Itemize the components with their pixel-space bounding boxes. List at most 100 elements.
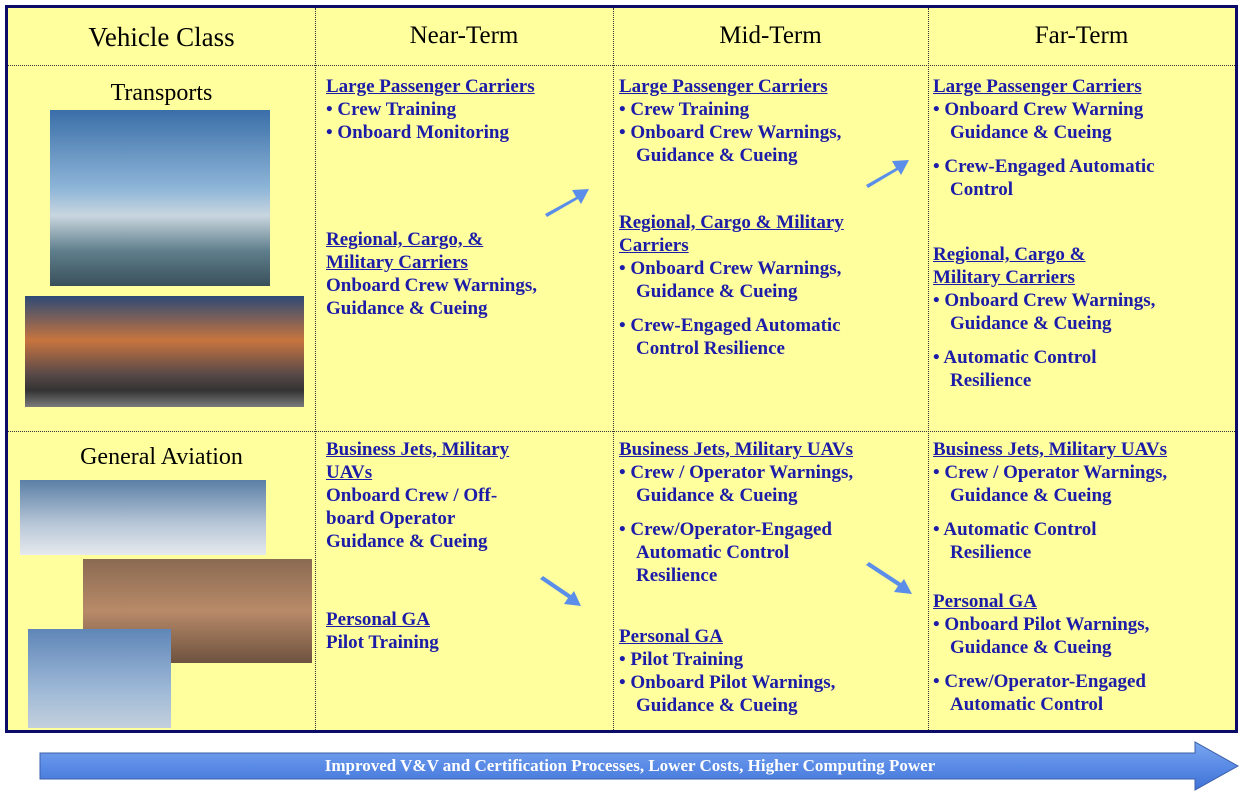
block-heading: Regional, Cargo &: [933, 244, 1086, 265]
small-arrow: [866, 160, 909, 188]
block-heading: Regional, Cargo, &: [326, 229, 484, 250]
table: Vehicle Class Near-Term Mid-Term Far-Term Tr…: [5, 5, 1238, 733]
item-line: Guidance & Cueing: [636, 145, 798, 166]
block-heading: Military Carriers: [933, 267, 1075, 288]
item-line: • Crew/Operator-Engaged: [933, 671, 1146, 692]
cell-block: Business Jets, Military UAVs • Crew / Ope…: [619, 438, 853, 587]
item-line: Onboard Crew / Off-: [326, 485, 498, 506]
item: Onboard Crew / Off-board Operator Guidanc…: [326, 484, 509, 553]
item: • Crew-Engaged Automatic Control: [933, 155, 1155, 201]
divider: [613, 8, 614, 730]
item-line: Guidance & Cueing: [950, 637, 1112, 658]
small-arrow: [545, 189, 589, 217]
block-heading: Large Passenger Carriers: [933, 76, 1142, 97]
cell-block: Business Jets, Military UAVs Onboard Crew …: [326, 438, 509, 553]
item-line: • Onboard Pilot Warnings,: [933, 614, 1150, 635]
item-line: • Onboard Crew Warnings,: [619, 122, 842, 143]
item-line: • Pilot Training: [619, 649, 744, 670]
item-line: • Automatic Control: [933, 519, 1097, 540]
item: • Pilot Training: [619, 648, 835, 671]
cargo-plane-photo: [25, 296, 304, 407]
column-header: Near-Term: [409, 22, 519, 49]
block-heading: Business Jets, Military UAVs: [933, 439, 1167, 460]
item: • Crew/Operator-Engaged Automatic Control: [933, 670, 1149, 716]
item-line: • Onboard Crew Warnings,: [619, 258, 842, 279]
item-line: • Automatic Control: [933, 347, 1097, 368]
item-line: • Crew Training: [619, 99, 750, 120]
cell-block: Personal GA Pilot Training: [326, 608, 439, 654]
item-line: Onboard Crew Warnings,: [326, 275, 537, 296]
block-heading: Large Passenger Carriers: [326, 76, 535, 97]
item-line: Resilience: [636, 565, 718, 586]
block-heading: Regional, Cargo & Military: [619, 212, 844, 233]
progress-arrows: [540, 160, 912, 606]
divider: [8, 431, 1235, 432]
item-line: Guidance & Cueing: [950, 485, 1112, 506]
block-heading: Military Carriers: [326, 252, 468, 273]
block-heading: Carriers: [619, 235, 689, 256]
item: • Onboard Crew Warning Guidance & Cueing: [933, 98, 1155, 144]
cell-block: Large Passenger Carriers • Crew Training •…: [619, 75, 841, 167]
airliner-photo: [50, 110, 270, 286]
block-heading: UAVs: [326, 462, 373, 483]
item-line: Guidance & Cueing: [950, 122, 1112, 143]
item-line: • Crew / Operator Warnings,: [619, 462, 854, 483]
item-line: • Crew / Operator Warnings,: [933, 462, 1168, 483]
cell-block: Business Jets, Military UAVs • Crew / Ope…: [933, 438, 1167, 564]
small-arrow: [866, 562, 912, 594]
column-header: Vehicle Class: [88, 22, 235, 52]
block-heading: Personal GA: [326, 609, 430, 630]
block-heading: Business Jets, Military UAVs: [619, 439, 853, 460]
divider: [315, 8, 316, 730]
row-label: General Aviation: [80, 444, 243, 470]
cell-block: Regional, Cargo & Military Carriers • Onbo…: [933, 243, 1155, 392]
item-line: Guidance & Cueing: [636, 281, 798, 302]
item: • Crew / Operator Warnings, Guidance & Cu…: [619, 461, 853, 507]
item-line: • Onboard Crew Warning: [933, 99, 1144, 120]
item-line: • Crew Training: [326, 99, 457, 120]
item: • Crew Training: [619, 98, 841, 121]
item-line: • Onboard Crew Warnings,: [933, 290, 1156, 311]
column-header: Mid-Term: [719, 22, 822, 49]
item-line: Resilience: [950, 370, 1032, 391]
small-arrow: [540, 576, 581, 606]
block-heading: Business Jets, Military: [326, 439, 510, 460]
item: • Onboard Crew Warnings, Guidance & Cuein…: [619, 121, 841, 167]
cell-block: Personal GA • Pilot Training • Onboard Pil…: [619, 625, 835, 717]
item-line: Guidance & Cueing: [326, 531, 488, 552]
item-line: board Operator: [326, 508, 456, 529]
item: • Crew/Operator-Engaged Automatic Control…: [619, 518, 853, 587]
item: • Onboard Crew Warnings, Guidance & Cuein…: [619, 257, 844, 303]
block-heading: Personal GA: [933, 591, 1037, 612]
divider: [8, 65, 1235, 66]
item-line: Resilience: [950, 542, 1032, 563]
item: Onboard Crew Warnings, Guidance & Cueing: [326, 274, 537, 320]
item-line: • Crew-Engaged Automatic: [933, 156, 1155, 177]
business-jet-photo: [20, 480, 266, 555]
divider: [928, 8, 929, 730]
item: • Onboard Crew Warnings, Guidance & Cuein…: [933, 289, 1155, 335]
item: • Crew / Operator Warnings, Guidance & Cu…: [933, 461, 1167, 507]
cell-block: Large Passenger Carriers • Onboard Crew W…: [933, 75, 1155, 201]
item-line: • Crew/Operator-Engaged: [619, 519, 832, 540]
cell-block: Personal GA • Onboard Pilot Warnings, Guid…: [933, 590, 1149, 716]
item-line: • Crew-Engaged Automatic: [619, 315, 841, 336]
item: • Onboard Pilot Warnings, Guidance & Cuei…: [619, 671, 835, 717]
item: Pilot Training: [326, 631, 439, 654]
item-line: Automatic Control: [636, 542, 790, 563]
item-line: Guidance & Cueing: [636, 485, 798, 506]
item-line: Control Resilience: [636, 338, 785, 359]
item-line: Pilot Training: [326, 632, 439, 653]
item: • Onboard Monitoring: [326, 121, 535, 144]
column-header: Far-Term: [1034, 22, 1129, 49]
cell-block: Regional, Cargo, & Military Carriers Onboa…: [326, 228, 537, 320]
item-line: Guidance & Cueing: [326, 298, 488, 319]
row-label: Transports: [110, 80, 213, 106]
footer-arrow: [39, 741, 1240, 791]
item-line: • Onboard Monitoring: [326, 122, 509, 143]
item-line: Automatic Control: [950, 694, 1104, 715]
block-heading: Personal GA: [619, 626, 723, 647]
item-line: Guidance & Cueing: [950, 313, 1112, 334]
